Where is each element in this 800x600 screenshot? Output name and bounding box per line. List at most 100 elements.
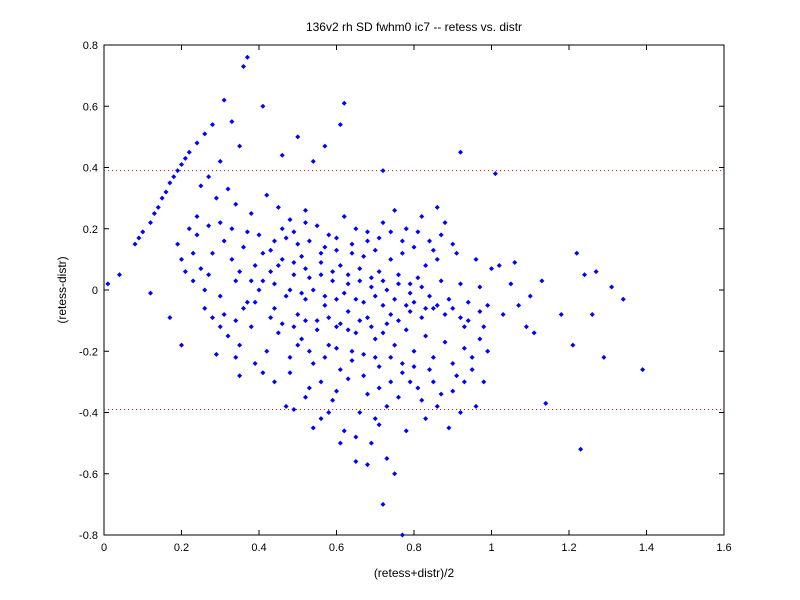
data-point <box>155 204 161 210</box>
data-point <box>574 250 580 256</box>
data-point <box>260 250 266 256</box>
data-point <box>337 122 343 128</box>
data-point <box>341 290 347 296</box>
data-point <box>182 155 188 161</box>
data-point <box>419 315 425 321</box>
data-point <box>194 232 200 238</box>
data-point <box>473 403 479 409</box>
data-point <box>241 305 246 311</box>
data-point <box>179 256 184 262</box>
data-point <box>291 406 297 412</box>
data-point <box>396 272 401 278</box>
data-point <box>268 269 274 275</box>
data-points <box>105 54 646 538</box>
y-tick-label: 0.2 <box>83 224 98 236</box>
x-tick-label: 0 <box>101 542 107 554</box>
x-tick-label: 1 <box>488 542 494 554</box>
data-point <box>345 272 351 278</box>
data-point <box>279 321 285 327</box>
data-point <box>500 312 506 317</box>
data-point <box>465 299 471 305</box>
data-point <box>376 235 382 241</box>
data-point <box>248 324 254 330</box>
data-point <box>210 315 215 321</box>
data-point <box>384 403 390 409</box>
data-point <box>175 241 181 247</box>
data-point <box>194 140 200 146</box>
data-point <box>376 385 382 391</box>
data-point <box>353 434 359 440</box>
data-point <box>407 290 413 296</box>
data-point <box>411 348 417 354</box>
data-point <box>148 290 153 296</box>
data-point <box>303 220 308 226</box>
data-point <box>461 379 467 385</box>
data-point <box>403 302 409 308</box>
data-point <box>272 305 277 311</box>
data-point <box>430 305 436 311</box>
x-tick-label: 0.6 <box>329 542 344 554</box>
data-point <box>283 235 289 241</box>
data-point <box>578 446 584 452</box>
data-point <box>434 204 440 210</box>
data-point <box>388 354 394 360</box>
data-point <box>241 244 246 250</box>
data-point <box>225 333 231 339</box>
data-point <box>458 149 463 155</box>
x-tick-label: 0.4 <box>251 542 266 554</box>
data-point <box>407 281 413 287</box>
data-point <box>213 195 219 201</box>
y-tick-label: 0 <box>92 285 98 297</box>
data-point <box>318 250 324 256</box>
data-point <box>419 214 425 219</box>
data-point <box>310 158 316 164</box>
data-point <box>361 351 367 357</box>
data-point <box>275 263 281 268</box>
data-point <box>415 385 421 391</box>
data-point <box>353 330 359 336</box>
data-point <box>272 379 277 385</box>
data-point <box>334 345 339 351</box>
data-point <box>376 269 382 275</box>
data-point <box>396 281 401 287</box>
data-point <box>334 235 339 241</box>
data-point <box>454 250 460 256</box>
data-point <box>217 220 223 226</box>
data-point <box>427 367 432 373</box>
data-point <box>117 272 122 278</box>
data-point <box>461 324 467 330</box>
data-point <box>427 293 432 299</box>
data-point <box>403 226 409 232</box>
data-point <box>279 226 285 232</box>
data-point <box>303 318 308 324</box>
data-point <box>175 168 181 174</box>
data-point <box>334 388 339 394</box>
data-point <box>291 272 297 278</box>
data-point <box>268 315 274 321</box>
data-point <box>388 379 394 385</box>
data-point <box>473 256 479 262</box>
data-point <box>430 379 436 385</box>
data-point <box>264 192 270 198</box>
x-tick-label: 1.4 <box>639 542 654 554</box>
data-point <box>287 370 293 376</box>
data-point <box>423 263 429 268</box>
data-point <box>167 315 173 321</box>
data-point <box>337 263 343 268</box>
data-point <box>159 195 165 201</box>
data-point <box>237 269 243 275</box>
data-point <box>399 361 405 366</box>
data-point <box>179 161 184 167</box>
data-point <box>392 207 398 213</box>
data-point <box>326 315 332 321</box>
data-point <box>167 180 173 186</box>
data-point <box>345 281 351 287</box>
x-axis-ticks: 0 0.2 0.4 0.6 0.8 1 1.2 1.4 1.6 <box>101 45 732 554</box>
plot-background <box>103 44 725 536</box>
data-point <box>337 367 343 373</box>
reference-lines <box>104 170 724 410</box>
data-point <box>442 220 448 226</box>
data-point <box>233 278 239 284</box>
data-point <box>341 100 347 106</box>
data-point <box>582 272 587 278</box>
